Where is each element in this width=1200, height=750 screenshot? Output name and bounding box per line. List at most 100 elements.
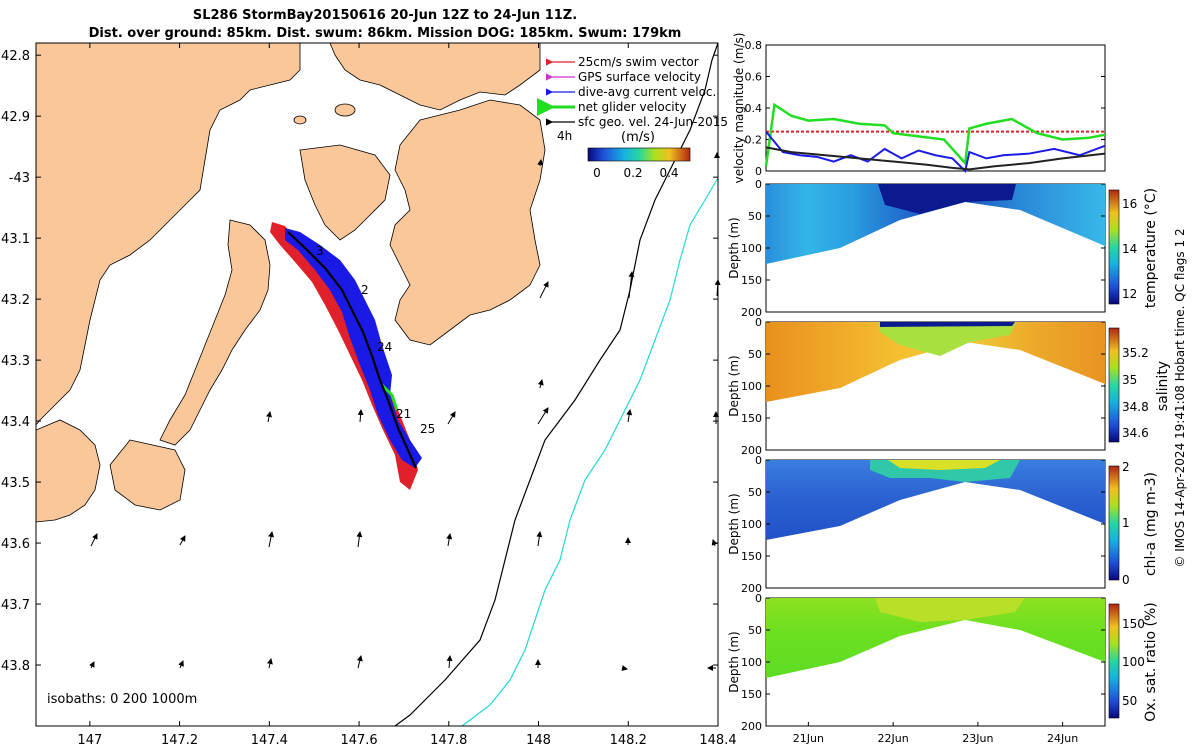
depth-tick-label: 100 bbox=[741, 656, 762, 669]
salinity-y-axis: 0 50 100 150 200 bbox=[741, 316, 1105, 457]
current-vectors-blue bbox=[285, 228, 422, 468]
oxygen-colorbar bbox=[1108, 603, 1120, 719]
geo-arrow bbox=[356, 531, 363, 548]
geo-velocity-arrows bbox=[89, 152, 721, 671]
temperature-colorbar-tick: 14 bbox=[1122, 242, 1137, 256]
salinity-surface-fresh bbox=[878, 322, 1016, 356]
velocity-y-axis: 0 0.2 0.4 0.6 0.8 bbox=[745, 39, 1105, 178]
time-x-axis: 21Jun 22Jun 23Jun 24Jun bbox=[793, 722, 1078, 745]
depth-tick-label: 0 bbox=[755, 454, 762, 467]
legend-label-gps: GPS surface velocity bbox=[578, 70, 701, 84]
land-north bbox=[329, 43, 541, 111]
footer-side-text: © IMOS 14-Apr-2024 19:41:08 Hobart time.… bbox=[1173, 228, 1187, 567]
salinity-field bbox=[766, 322, 1105, 402]
land-midpeninsula bbox=[299, 144, 391, 241]
map-land-group bbox=[36, 43, 546, 523]
velocity-series-line bbox=[765, 146, 1106, 171]
temperature-colorbar-label: temperature (°C) bbox=[1143, 188, 1159, 308]
track-label: 3 bbox=[316, 244, 324, 258]
map-y-tick-label: 43.2 bbox=[1, 293, 30, 308]
velocity-y-tick-label: 0.4 bbox=[745, 102, 763, 115]
depth-tick-label: 0 bbox=[755, 316, 762, 329]
map-legend: 25cm/s swim vector GPS surface velocity … bbox=[537, 55, 728, 180]
velocity-y-tick-label: 0.2 bbox=[745, 134, 763, 147]
chlorophyll-field bbox=[766, 460, 1105, 540]
oxygen-colorbar-label: Ox. sat. ratio (%) bbox=[1143, 602, 1159, 721]
geo-arrow bbox=[268, 531, 274, 548]
depth-tick-label: 150 bbox=[741, 274, 762, 287]
oxygen-colorbar-tick: 100 bbox=[1122, 655, 1145, 669]
temperature-field bbox=[766, 184, 1105, 264]
map-x-tick-label: 147.6 bbox=[340, 733, 377, 748]
geo-arrow bbox=[446, 533, 453, 547]
land-islet bbox=[293, 115, 307, 125]
map-x-tick-label: 148 bbox=[526, 733, 551, 748]
velocity-axes-frame bbox=[765, 44, 1106, 172]
track-label: 24 bbox=[377, 340, 392, 354]
map-y-tick-label: 43.4 bbox=[1, 415, 30, 430]
map-panel: 3 2 24 21 25 147 147.2 147.4 147.6 147.8 148 1… bbox=[1, 42, 737, 748]
temperature-colorbar bbox=[1108, 189, 1120, 305]
track-line bbox=[287, 231, 418, 469]
isobath-200m bbox=[394, 42, 719, 727]
geo-arrow bbox=[357, 409, 364, 423]
map-colorbar-tick: 0.4 bbox=[659, 166, 678, 180]
map-colorbar-tick: 0 bbox=[593, 166, 601, 180]
geo-arrow bbox=[537, 379, 544, 389]
velocity-series bbox=[764, 102, 1106, 173]
velocity-series-line bbox=[765, 130, 1106, 173]
geo-arrow bbox=[537, 407, 549, 425]
temperature-ylabel: Depth (m) bbox=[727, 217, 741, 278]
map-y-tick-label: 43.6 bbox=[1, 537, 30, 552]
chlorophyll-colorbar-tick: 2 bbox=[1122, 460, 1130, 474]
depth-tick-label: 100 bbox=[741, 242, 762, 255]
track-label: 25 bbox=[420, 422, 435, 436]
depth-tick-label: 50 bbox=[748, 210, 762, 223]
chlorophyll-colorbar bbox=[1108, 465, 1120, 581]
map-y-axis: 42.8 42.9 -43 43.1 43.2 43.3 43.4 43.5 43.6 43.7 4… bbox=[1, 49, 718, 674]
depth-tick-label: 0 bbox=[755, 178, 762, 191]
geo-arrow bbox=[178, 660, 184, 669]
velocity-y-tick-label: 0.8 bbox=[745, 39, 763, 52]
oxygen-y-axis: 0 50 100 150 200 bbox=[741, 592, 1105, 733]
map-y-tick-label: 43.5 bbox=[1, 476, 30, 491]
depth-tick-label: 100 bbox=[741, 518, 762, 531]
interval-label: 4h bbox=[557, 129, 572, 143]
chart-title-line1: SL286 StormBay20150616 20-Jun 12Z to 24-… bbox=[192, 8, 578, 23]
oxygen-ylabel: Depth (m) bbox=[727, 631, 741, 692]
oxygen-colorbar-tick: 50 bbox=[1122, 694, 1137, 708]
geo-arrow bbox=[626, 409, 633, 423]
map-x-axis: 147 147.2 147.4 147.6 147.8 148 148.2 148.4 bbox=[77, 43, 737, 748]
temperature-surface-cold bbox=[878, 184, 1016, 214]
oxygen-field bbox=[766, 598, 1105, 678]
time-tick-label: 23Jun bbox=[962, 732, 993, 745]
map-x-tick-label: 147.4 bbox=[251, 733, 288, 748]
oxygen-colorbar-tick: 150 bbox=[1122, 617, 1145, 631]
chlorophyll-colorbar-label: chl-a (mg m-3) bbox=[1143, 472, 1159, 576]
map-y-tick-label: 43.1 bbox=[1, 232, 30, 247]
velocity-panel: 0 0.2 0.4 0.6 0.8 velocity magnitude (m/s) bbox=[732, 33, 1106, 183]
geo-arrow bbox=[536, 531, 543, 547]
legend-label-net: net glider velocity bbox=[578, 100, 686, 114]
land-east bbox=[389, 99, 546, 346]
depth-tick-label: 50 bbox=[748, 348, 762, 361]
map-y-tick-label: 43.7 bbox=[1, 598, 30, 613]
velocity-y-tick-label: 0.6 bbox=[745, 71, 763, 84]
depth-tick-label: 150 bbox=[741, 688, 762, 701]
salinity-ylabel: Depth (m) bbox=[727, 355, 741, 416]
chlorophyll-surface-peak bbox=[888, 460, 1000, 470]
map-x-tick-label: 147 bbox=[77, 733, 102, 748]
map-y-tick-label: -43 bbox=[9, 171, 30, 186]
velocity-series-line bbox=[764, 102, 1106, 167]
land-islet bbox=[334, 103, 356, 117]
salinity-colorbar-tick: 34.8 bbox=[1122, 400, 1149, 414]
depth-tick-label: 50 bbox=[748, 486, 762, 499]
map-x-tick-label: 147.8 bbox=[430, 733, 467, 748]
salinity-colorbar-tick: 35 bbox=[1122, 373, 1137, 387]
chlorophyll-panel: 0 1 2 chl-a (mg m-3) Depth (m) 0 50 100 150… bbox=[727, 454, 1159, 595]
geo-arrow bbox=[266, 411, 272, 423]
salinity-panel: 34.6 34.8 35 35.2 salinity Depth (m) 0 50… bbox=[727, 316, 1171, 457]
depth-tick-label: 200 bbox=[741, 720, 762, 733]
oxygen-surface-high bbox=[875, 598, 1025, 622]
land-bruny bbox=[159, 219, 271, 446]
